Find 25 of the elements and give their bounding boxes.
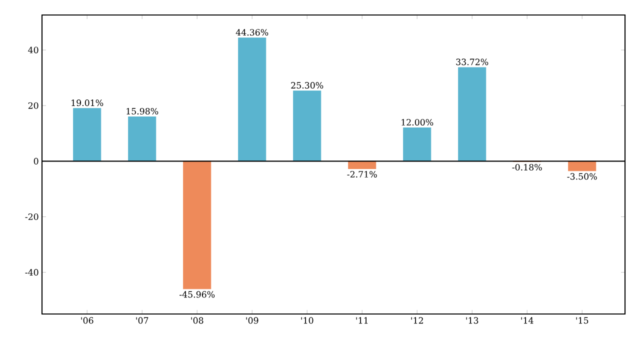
data-label: -2.71% — [347, 170, 377, 178]
data-label: 25.30% — [291, 82, 324, 89]
y-tick-label: -20 — [25, 213, 38, 220]
y-tick-label: 0 — [34, 158, 38, 164]
x-tick-label: '07 — [136, 317, 148, 324]
x-tick-label: '13 — [466, 317, 478, 324]
y-tick-label: -40 — [25, 269, 38, 276]
data-label: 19.01% — [72, 100, 104, 106]
x-tick-label: '15 — [576, 317, 588, 324]
x-tick-label: '06 — [81, 317, 94, 324]
x-tick-label: '11 — [356, 317, 368, 324]
data-label: -3.50% — [567, 173, 597, 180]
y-tick-label: 20 — [28, 102, 38, 109]
x-tick-label: '08 — [191, 317, 204, 324]
data-label: -45.96% — [179, 291, 215, 298]
x-tick-label: '14 — [521, 317, 534, 324]
data-label: 12.00% — [402, 119, 434, 126]
data-label: -0.18% — [512, 164, 542, 170]
data-label: 33.72% — [456, 58, 488, 66]
data-label: 15.98% — [126, 108, 158, 114]
x-tick-label: '12 — [411, 317, 423, 324]
data-label: 44.36% — [236, 29, 268, 36]
x-tick-label: '10 — [301, 317, 314, 324]
x-tick-label: '09 — [246, 317, 258, 324]
y-tick-label: 40 — [28, 46, 38, 54]
